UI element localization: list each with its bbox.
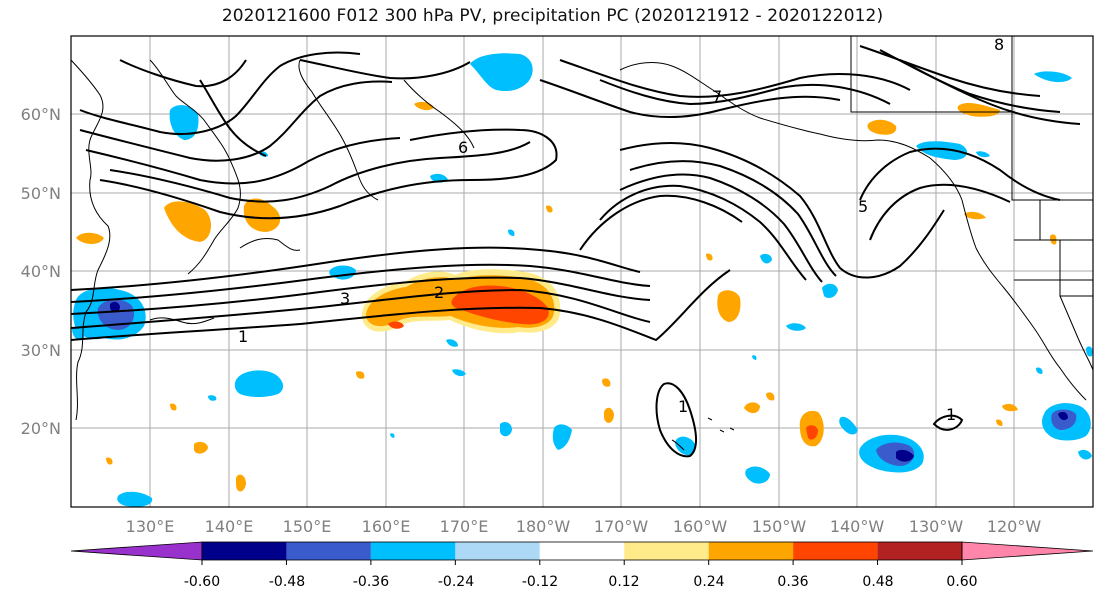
colorbar-extend-high: [961, 541, 1094, 561]
coastlines: [71, 36, 1093, 451]
colorbar-tick-label: 0.36: [777, 574, 808, 590]
colorbar-segment: [793, 542, 878, 560]
lon-label: 160°E: [362, 517, 411, 536]
colorbar-segment: [877, 542, 962, 560]
lon-label: 160°W: [673, 517, 728, 536]
lon-label: 130°W: [909, 517, 964, 536]
colorbar-segment: [455, 542, 540, 560]
colorbar-outline: [201, 541, 963, 561]
colorbar-tick-label: -0.24: [438, 574, 474, 590]
colorbar-segment: [370, 542, 456, 560]
lat-label: 20°N: [21, 419, 61, 438]
colorbar-segment: [539, 542, 625, 560]
colorbar-segment: [624, 542, 709, 560]
colorbar-extend-low: [70, 541, 203, 561]
figure-title: 2020121600 F012 300 hPa PV, precipitatio…: [221, 6, 884, 26]
colorbar-tick-labels: -0.60 -0.48 -0.36 -0.24 -0.12 0.12 0.24 …: [184, 574, 978, 590]
colorbar-segments: [70, 541, 1094, 561]
colorbar-ticks: [201, 560, 963, 565]
contour-label: 6: [458, 138, 468, 157]
contour-label: 1: [946, 405, 956, 424]
lon-label: 150°W: [752, 517, 807, 536]
lat-label: 60°N: [21, 105, 61, 124]
lon-label: 140°W: [830, 517, 885, 536]
colorbar-tick-label: 0.12: [608, 574, 639, 590]
lon-label: 140°E: [205, 517, 254, 536]
pv-contours: [71, 45, 1081, 458]
lon-label: 170°W: [594, 517, 649, 536]
colorbar-segment: [708, 542, 794, 560]
lat-label: 30°N: [21, 341, 61, 360]
colorbar-tick-label: -0.36: [353, 574, 389, 590]
contour-label: 3: [340, 289, 350, 308]
colorbar-tick-label: 0.48: [862, 574, 893, 590]
longitude-labels: 130°E 140°E 150°E 160°E 170°E 180°W 170°…: [126, 517, 1042, 536]
colorbar-tick-label: -0.12: [522, 574, 558, 590]
lat-label: 50°N: [21, 184, 61, 203]
map-content: 1 2 3 5 6 7 8 1 1: [71, 35, 1093, 507]
lon-label: 120°W: [987, 517, 1042, 536]
colorbar-segment: [202, 542, 287, 560]
lon-label: 180°W: [516, 517, 571, 536]
lon-label: 130°E: [126, 517, 175, 536]
colorbar: -0.60 -0.48 -0.36 -0.24 -0.12 0.12 0.24 …: [70, 541, 1094, 590]
colorbar-tick-label: 0.24: [693, 574, 724, 590]
lon-label: 170°E: [440, 517, 489, 536]
map-frame: [70, 35, 1094, 508]
latitude-labels: 60°N 50°N 40°N 30°N 20°N: [21, 105, 61, 438]
colorbar-tick-label: -0.48: [269, 574, 305, 590]
contour-label-group: 1 2 3 5 6 7 8 1 1: [238, 35, 1004, 424]
contour-label: 2: [434, 283, 444, 302]
colorbar-segment: [286, 542, 371, 560]
gridlines: [71, 36, 1093, 507]
contour-label: 7: [712, 87, 722, 106]
colorbar-tick-label: -0.60: [184, 574, 220, 590]
precip-positive-patches: [76, 101, 1057, 492]
contour-label: 1: [678, 397, 688, 416]
contour-label: 8: [994, 35, 1004, 54]
contour-label: 5: [858, 197, 868, 216]
lon-label: 150°E: [283, 517, 332, 536]
lat-label: 40°N: [21, 262, 61, 281]
colorbar-tick-label: 0.60: [946, 574, 977, 590]
contour-label: 1: [238, 327, 248, 346]
